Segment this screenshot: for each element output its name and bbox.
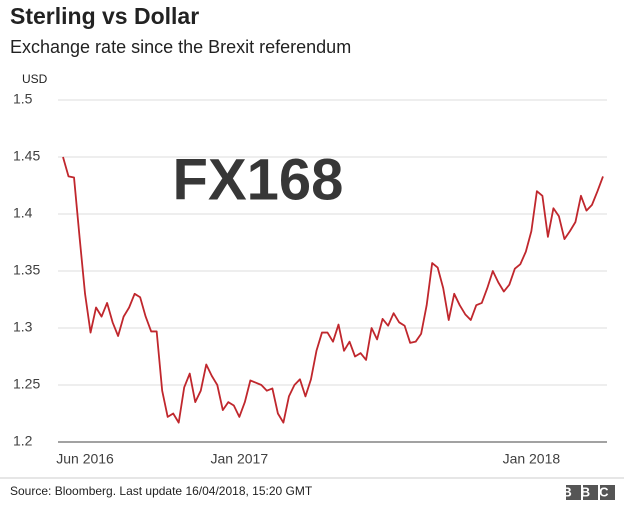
y-tick-label: 1.2 [13,433,33,449]
y-axis-label: USD [22,72,48,86]
watermark: FX168 [173,147,344,212]
x-tick-label: Jun 2016 [56,451,114,467]
chart-subtitle: Exchange rate since the Brexit referendu… [10,37,351,57]
line-series [62,156,604,424]
y-tick-label: 1.4 [13,205,33,221]
x-tick-label: Jan 2017 [211,451,269,467]
y-tick-label: 1.25 [13,376,40,392]
source-note: Source: Bloomberg. Last update 16/04/201… [10,484,313,498]
chart-title: Sterling vs Dollar [10,3,199,29]
logo: BBC [562,484,617,499]
y-tick-label: 1.45 [13,148,40,164]
y-tick-label: 1.3 [13,319,33,335]
x-tick-label: Jan 2018 [503,451,561,467]
logo-boxes [566,485,615,500]
y-tick-label: 1.5 [13,91,33,107]
y-tick-label: 1.35 [13,262,40,278]
